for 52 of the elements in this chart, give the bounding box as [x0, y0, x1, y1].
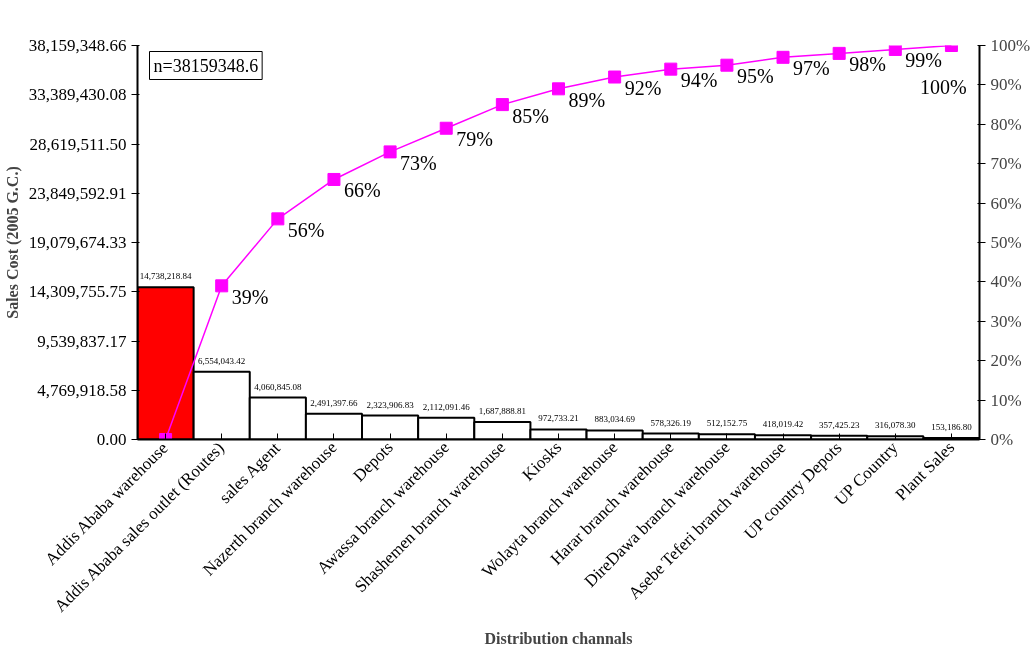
y2-tick-label: 10% [990, 390, 1022, 410]
data-label: 100% [920, 75, 967, 98]
data-label: 4,060,845.08 [254, 381, 302, 392]
data-label: 972,733.21 [538, 413, 579, 424]
y2-tick-label: 100% [990, 36, 1031, 55]
y-tick-label: 9,539,837.17 [37, 331, 127, 351]
data-label: 85% [512, 104, 550, 127]
data-label: 97% [793, 57, 830, 80]
data-label: 883,034.69 [594, 414, 636, 425]
y-axis-title: Sales Cost (2005 G.C.) [3, 166, 22, 319]
y2-tick-label: 70% [990, 154, 1022, 174]
y-tick-label: 33,389,430.08 [28, 85, 127, 105]
data-label: 89% [568, 88, 606, 111]
data-label: 66% [343, 179, 381, 202]
y2-tick-label: 0% [990, 430, 1014, 449]
y2-tick-label: 90% [990, 75, 1022, 95]
data-label: 95% [736, 65, 774, 88]
annotation: n=38159348.6 [153, 55, 259, 76]
y-tick-label: 4,769,918.58 [37, 380, 127, 400]
y2-tick-label: 50% [990, 233, 1022, 252]
data-label: 153,186.80 [931, 421, 973, 432]
y2-tick-label: 30% [990, 311, 1022, 331]
data-label: 418,019.42 [762, 419, 804, 430]
data-label: 512,152.75 [706, 418, 748, 429]
data-label: 2,112,091.46 [422, 401, 471, 412]
y-tick-label: 14,309,755.75 [28, 282, 127, 302]
x-axis-title: Distribution channals [484, 630, 633, 648]
data-label: 56% [287, 218, 325, 241]
y2-tick-label: 80% [990, 114, 1022, 134]
data-label: 79% [456, 128, 493, 151]
data-label: 99% [905, 49, 942, 72]
data-label: 14,738,218.84 [139, 271, 192, 282]
y-tick-label: 0.00 [96, 430, 127, 449]
data-label: 92% [624, 77, 662, 100]
data-label: 94% [680, 69, 718, 92]
data-label: 316,078.30 [875, 420, 917, 431]
data-label: 39% [231, 285, 269, 308]
data-label: 357,425.23 [818, 419, 860, 430]
data-label: 98% [849, 53, 886, 76]
data-label: 2,491,397.66 [310, 397, 359, 408]
y2-tick-label: 60% [990, 193, 1022, 213]
y-tick-label: 23,849,592.91 [28, 183, 127, 203]
y-tick-label: 28,619,511.50 [29, 134, 127, 154]
data-label: 73% [400, 151, 437, 174]
data-label: 578,326.19 [650, 417, 692, 428]
data-label: 6,554,043.42 [198, 355, 246, 366]
data-label: 1,687,888.81 [478, 406, 526, 417]
data-label: 2,323,906.83 [366, 399, 415, 410]
y2-tick-label: 40% [990, 272, 1022, 292]
y-tick-label: 19,079,674.33 [28, 233, 127, 252]
y-tick-label: 38,159,348.66 [28, 36, 127, 55]
y2-tick-label: 20% [990, 351, 1022, 371]
